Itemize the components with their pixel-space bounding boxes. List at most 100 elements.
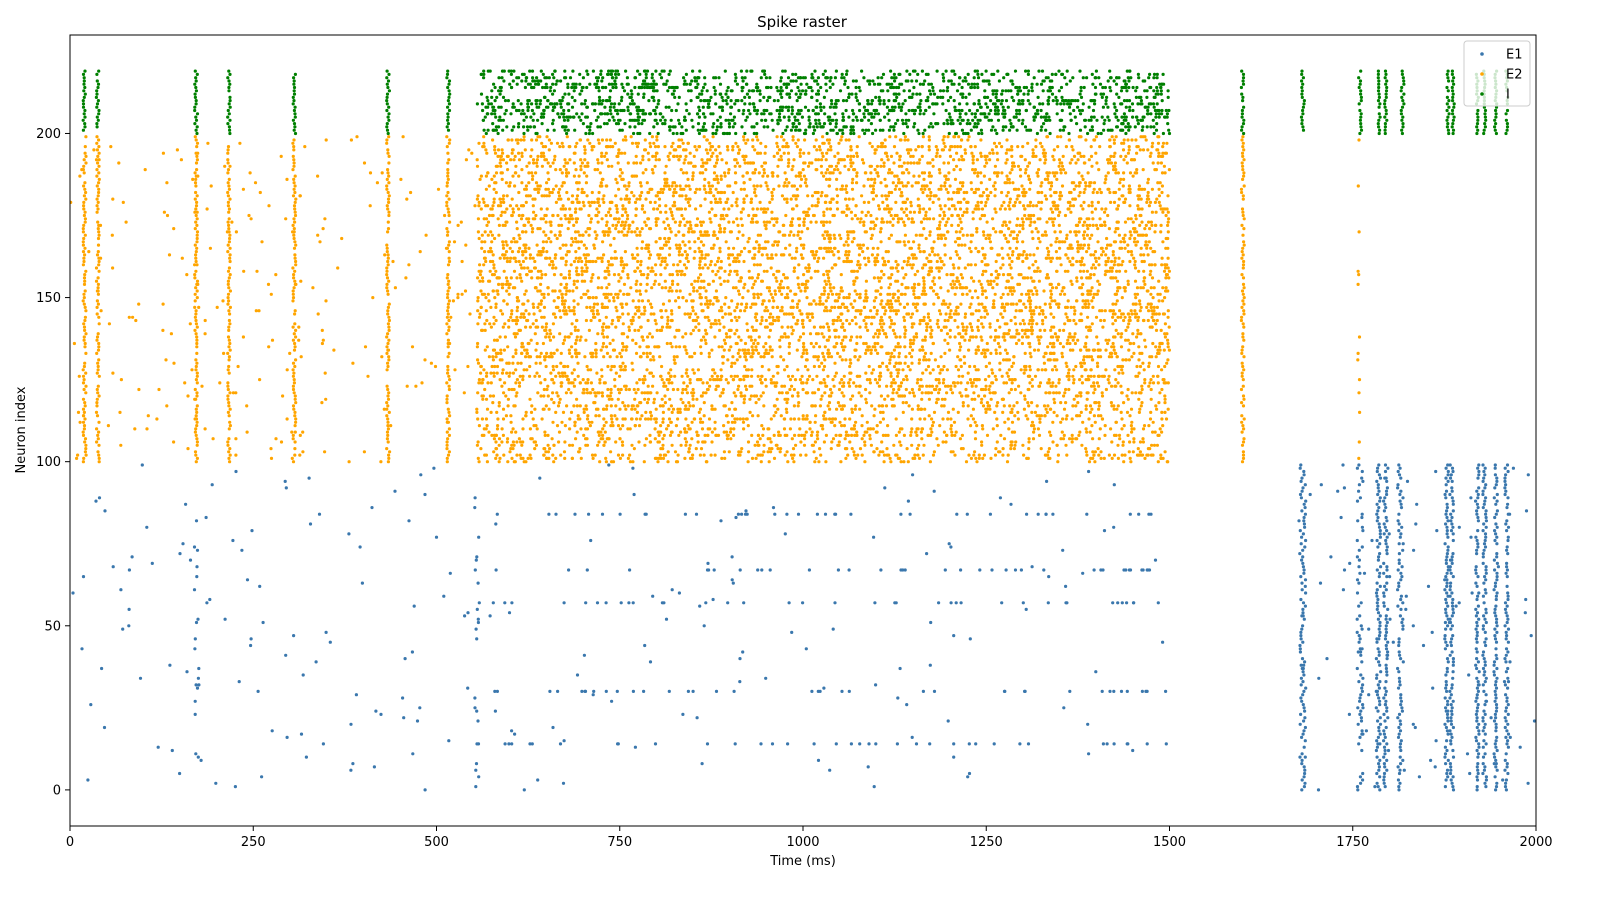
spike-e1 (1302, 706, 1306, 710)
spike-e2 (588, 391, 592, 395)
spike-e2 (1113, 335, 1117, 339)
spike-e2 (1096, 414, 1101, 418)
spike-e1 (140, 463, 144, 467)
spike-e1 (474, 762, 479, 766)
spike-e1 (1443, 722, 1447, 726)
spike-e2 (666, 450, 670, 454)
spike-e1 (1400, 706, 1404, 710)
spike-e2 (783, 433, 787, 437)
spike-e2 (969, 302, 973, 306)
spike-e1 (1475, 502, 1479, 506)
spike-e1 (1493, 775, 1497, 779)
spike-e1 (1494, 788, 1498, 792)
spike-e2 (746, 424, 750, 428)
spike-e2 (914, 430, 918, 434)
spike-e2 (1086, 378, 1090, 382)
spike-e2 (609, 391, 613, 395)
spike-e1 (1302, 617, 1306, 621)
spike-e2 (1084, 325, 1089, 329)
spike-e2 (974, 351, 978, 355)
spike-e1 (188, 558, 193, 562)
spike-e2 (1063, 322, 1067, 326)
spike-e2 (700, 309, 704, 313)
spike-e1 (616, 742, 620, 746)
spike-e1 (1492, 670, 1496, 674)
spike-e1 (1064, 584, 1068, 589)
spike-e2 (808, 420, 812, 424)
spike-e2 (875, 424, 879, 428)
spike-e2 (475, 345, 479, 349)
spike-e1 (1377, 555, 1381, 559)
spike-e1 (1357, 548, 1361, 552)
spike-e2 (956, 368, 961, 372)
spike-e1 (959, 601, 963, 605)
spike-e1 (1384, 515, 1388, 520)
spike-e2 (298, 433, 302, 437)
spike-e2 (507, 318, 511, 323)
spike-e2 (683, 430, 687, 434)
spike-e2 (1088, 430, 1092, 434)
spike-e2 (764, 348, 768, 352)
spike-e2 (858, 407, 862, 411)
spike-e2 (695, 397, 699, 401)
spike-e2 (720, 456, 724, 460)
spike-e2 (702, 335, 706, 339)
spike-e2 (555, 424, 560, 428)
spike-e2 (830, 417, 835, 421)
spike-e2 (514, 430, 518, 434)
spike-e2 (535, 355, 539, 359)
spike-e2 (869, 351, 873, 355)
spike-e2 (484, 453, 488, 457)
spike-e2 (772, 414, 776, 418)
spike-e2 (494, 305, 498, 309)
spike-e1 (1377, 522, 1381, 526)
spike-e1 (1494, 739, 1498, 743)
spike-e2 (523, 348, 527, 352)
spike-e2 (600, 374, 604, 378)
spike-e2 (766, 309, 770, 313)
spike-e2 (709, 453, 713, 457)
spike-e2 (1163, 401, 1167, 405)
spike-e2 (953, 318, 957, 323)
spike-e2 (499, 348, 503, 352)
spike-e2 (269, 292, 273, 296)
spike-e1 (1303, 545, 1307, 549)
spike-e1 (1475, 657, 1479, 661)
spike-e1 (1477, 486, 1481, 490)
spike-e2 (710, 348, 714, 352)
spike-e2 (1165, 460, 1169, 464)
spike-e2 (340, 236, 344, 241)
spike-e2 (755, 318, 759, 323)
spike-e1 (1378, 542, 1382, 546)
spike-e2 (919, 407, 923, 411)
spike-e1 (1398, 768, 1402, 772)
spike-e2 (524, 309, 528, 313)
spike-e1 (1045, 479, 1049, 483)
spike-e2 (742, 351, 747, 355)
spike-e2 (732, 427, 736, 431)
spike-e1 (1301, 565, 1305, 569)
spike-e2 (490, 364, 494, 369)
spike-e1 (1400, 575, 1404, 579)
spike-e2 (819, 453, 823, 457)
spike-e2 (1028, 364, 1032, 369)
spike-e2 (1089, 355, 1094, 359)
spike-e2 (878, 371, 883, 375)
spike-e2 (1127, 348, 1131, 352)
spike-e2 (653, 427, 657, 431)
spike-e1 (1483, 680, 1487, 684)
spike-e2 (788, 378, 793, 382)
spike-e2 (497, 460, 501, 464)
spike-e2 (820, 424, 825, 428)
spike-e1 (1385, 529, 1389, 533)
spike-e2 (1150, 315, 1154, 319)
spike-e2 (318, 240, 322, 244)
spike-e2 (883, 397, 887, 401)
spike-e2 (863, 443, 867, 447)
spike-e2 (900, 394, 904, 398)
spike-e2 (1030, 325, 1034, 329)
spike-e2 (746, 348, 751, 352)
spike-e2 (966, 417, 970, 421)
spike-e2 (489, 305, 493, 309)
spike-e2 (1081, 305, 1085, 309)
